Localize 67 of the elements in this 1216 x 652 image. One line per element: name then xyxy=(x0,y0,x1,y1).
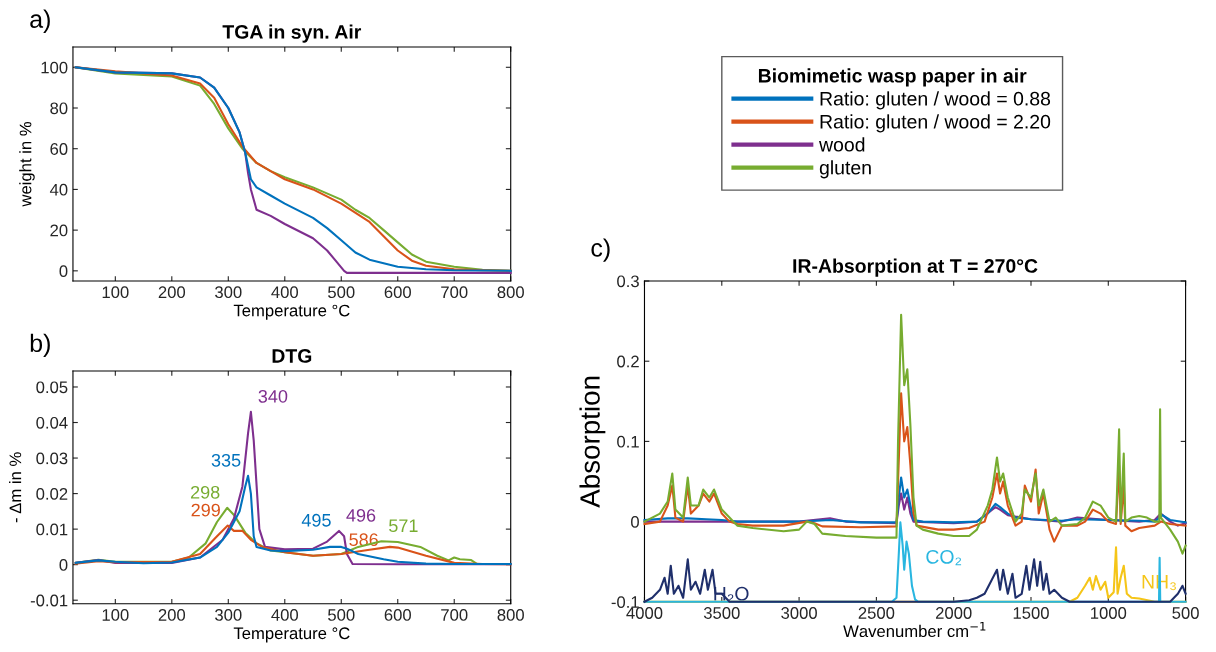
y-tick-label: 60 xyxy=(50,143,68,155)
x-tick-label: 800 xyxy=(497,286,524,299)
x-tick-label: 1000 xyxy=(1091,607,1127,619)
x-tick-label: 300 xyxy=(215,609,242,621)
y-tick-label: 0.03 xyxy=(36,452,68,465)
annotation: 298 xyxy=(191,485,220,499)
y-tick-label: -0.01 xyxy=(30,594,68,607)
x-axis-title: Wavenumber cm$^{−1}$ xyxy=(843,622,986,638)
x-tick-label: 800 xyxy=(497,609,524,621)
x-tick-label: 3500 xyxy=(703,607,740,619)
x-tick-label: 100 xyxy=(102,286,129,299)
legend-label: Ratio: gluten / wood = 0.88 xyxy=(820,91,1051,110)
legend-label: Ratio: gluten / wood = 2.20 xyxy=(820,114,1051,133)
chart-title: IR-Absorption at T = 270°C xyxy=(793,258,1038,277)
x-tick-label: 2000 xyxy=(935,607,972,619)
x-tick-label: 2500 xyxy=(858,607,895,619)
y-tick-label: 80 xyxy=(50,102,68,115)
x-tick-label: 1500 xyxy=(1013,607,1049,619)
x-axis-title: Temperature °C xyxy=(233,304,350,320)
y-axis-title: weight in % xyxy=(19,121,35,207)
y-tick-label: 40 xyxy=(49,183,68,196)
x-tick-label: 200 xyxy=(158,609,186,621)
x-tick-label: 400 xyxy=(271,286,299,299)
y-tick-label: 0.04 xyxy=(36,416,68,429)
y-tick-label: 0.3 xyxy=(617,275,639,288)
legend-label: gluten xyxy=(819,160,871,179)
x-tick-label: 500 xyxy=(328,609,355,621)
legend-label: wood xyxy=(819,137,865,152)
x-tick-label: 600 xyxy=(384,609,411,621)
y-tick-label: 20 xyxy=(50,224,68,237)
x-tick-label: 500 xyxy=(1172,607,1199,619)
x-tick-label: 200 xyxy=(158,286,186,299)
x-tick-label: 600 xyxy=(384,286,411,299)
x-tick-label: 500 xyxy=(328,286,355,299)
y-tick-label: 0.1 xyxy=(617,435,639,448)
legend-title: Biomimetic wasp paper in air xyxy=(758,68,1027,87)
chart-title: DTG xyxy=(272,349,312,363)
annotation: 335 xyxy=(211,453,241,467)
x-tick-label: 300 xyxy=(215,286,242,299)
y-tick-label: -0.1 xyxy=(611,596,639,608)
x-axis-title: Temperature °C xyxy=(233,627,350,643)
text: a) xyxy=(30,9,50,33)
x-tick-label: 4000 xyxy=(626,607,663,619)
y-tick-label: 0.05 xyxy=(36,381,68,394)
y-axis-title: Absorption xyxy=(579,376,606,508)
series-label: CO₂ xyxy=(926,549,962,566)
annotation: 299 xyxy=(191,503,220,517)
y-tick-label: 0 xyxy=(59,559,68,571)
y-tick-label: 0.2 xyxy=(617,355,639,368)
x-tick-label: 3000 xyxy=(781,607,817,619)
annotation: 571 xyxy=(389,519,418,533)
chart-title: TGA in syn. Air xyxy=(222,24,362,43)
x-tick-label: 700 xyxy=(441,286,468,299)
text: b) xyxy=(30,333,50,358)
x-tick-label: 100 xyxy=(102,609,129,621)
annotation: 496 xyxy=(346,508,376,522)
y-tick-label: 0.02 xyxy=(36,487,68,500)
y-tick-label: 0.01 xyxy=(36,523,68,536)
y-tick-label: 0 xyxy=(631,516,639,528)
y-tick-label: 100 xyxy=(41,61,68,74)
y-axis-title: - Δm in % xyxy=(9,452,22,523)
x-tick-label: 700 xyxy=(441,609,468,621)
y-tick-label: 0 xyxy=(59,265,68,278)
text: c) xyxy=(591,238,610,262)
annotation: 340 xyxy=(258,389,288,403)
annotation: 495 xyxy=(301,513,331,527)
x-tick-label: 400 xyxy=(271,609,299,621)
